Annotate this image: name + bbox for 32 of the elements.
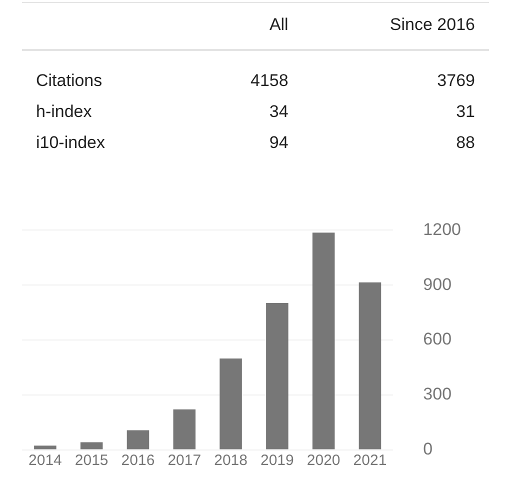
bar: [34, 446, 56, 450]
bar: [358, 282, 382, 450]
bar: [220, 358, 242, 450]
text: Since 2016: [302, 2, 489, 50]
bar: [80, 442, 103, 450]
bar: [266, 303, 288, 450]
category-label: h-index: [35, 100, 93, 122]
category-label: Citations: [35, 70, 104, 92]
data-label: 4158: [250, 70, 290, 92]
data-label: 94: [268, 132, 290, 154]
data-label: 34: [268, 100, 290, 122]
data-label: 88: [455, 132, 476, 154]
bar: [126, 430, 150, 450]
x-tick-label: 2016: [121, 452, 155, 469]
y-tick-label: 300: [423, 384, 452, 404]
x-tick-label: 2017: [168, 452, 202, 469]
y-tick-label: 600: [423, 330, 452, 349]
x-tick-label: 2019: [260, 452, 294, 469]
x-tick-label: 2015: [74, 452, 108, 469]
x-tick-label: 2020: [306, 452, 340, 469]
y-tick-label: 900: [423, 274, 452, 294]
bar: [173, 409, 196, 450]
y-tick-label: 0: [423, 439, 433, 458]
data-label: 3769: [436, 70, 476, 92]
text: All: [204, 2, 302, 50]
data-label: 31: [455, 100, 476, 122]
bar: [312, 232, 335, 450]
x-tick-label: 2014: [28, 452, 62, 469]
x-tick-label: 2021: [353, 452, 387, 469]
x-tick-label: 2018: [214, 452, 248, 469]
y-tick-label: 1200: [423, 220, 462, 239]
category-label: i10-index: [35, 132, 106, 154]
